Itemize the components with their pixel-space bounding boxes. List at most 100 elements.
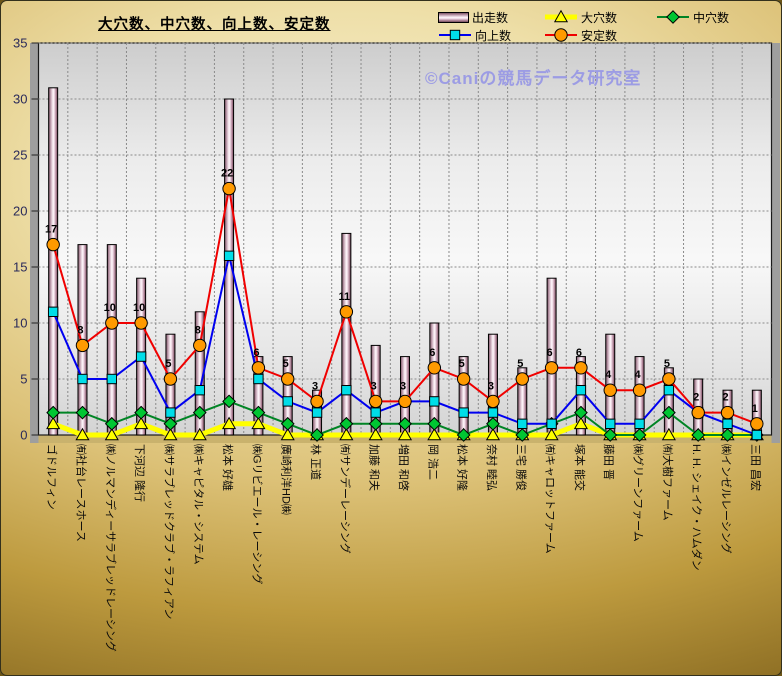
line-series-circle	[46, 181, 764, 431]
circle-marker	[603, 383, 617, 397]
legend-label: 安定数	[581, 28, 618, 43]
square-marker	[429, 396, 440, 407]
legend-label: 大穴数	[581, 10, 618, 25]
triangle-marker	[104, 427, 119, 441]
watermark: ©Caniの競馬データ研究室	[425, 69, 642, 88]
triangle-marker	[134, 416, 149, 430]
data-label: 4	[634, 369, 641, 381]
square-marker	[605, 418, 616, 430]
circle-marker	[222, 181, 236, 196]
x-axis-label: ㈱ノルマンディーサラブレッドレーシング	[104, 444, 118, 652]
square-marker	[663, 385, 675, 396]
diamond-marker	[339, 416, 354, 431]
circle-marker	[251, 361, 266, 375]
square-marker	[517, 418, 528, 430]
data-label: 3	[371, 380, 377, 392]
data-label: 5	[283, 358, 289, 370]
circle-marker	[193, 338, 207, 353]
circle-marker	[310, 394, 324, 409]
triangle-marker	[339, 427, 354, 441]
x-axis-label: ㈲キャロットファーム	[544, 444, 557, 554]
square-marker	[722, 418, 733, 430]
diamond-marker	[486, 416, 500, 431]
square-marker	[194, 385, 205, 396]
diamond-marker	[720, 428, 735, 442]
x-axis-label: ㈱キャピタル・システム	[192, 444, 205, 565]
x-axis-label: 奈村 睦弘	[485, 444, 499, 491]
square-marker	[223, 250, 235, 262]
square-marker	[751, 429, 763, 441]
legend-swatch-diamond	[657, 10, 689, 24]
diamond-marker	[192, 405, 207, 420]
x-axis-label: 松本 好隆	[456, 444, 470, 491]
y-axis-tick-label: 20	[13, 204, 27, 219]
data-label: 3	[312, 380, 318, 392]
legend: 出走数 大穴数 中穴数 向上数 安定数	[438, 8, 756, 44]
data-label: 11	[339, 291, 351, 303]
x-axis-label: 塚本 能交	[573, 444, 587, 491]
diamond-marker	[456, 428, 471, 442]
circle-marker	[750, 417, 764, 431]
x-axis-label: ㈱サラブレッドクラブ・ラフィアン	[162, 444, 176, 619]
square-marker	[135, 351, 147, 362]
y-axis-tick-label: 35	[13, 36, 27, 51]
legend-item-5: 安定数	[544, 27, 656, 44]
square-marker	[106, 373, 117, 385]
data-label: 5	[517, 358, 523, 370]
data-label: 10	[133, 302, 145, 314]
circle-marker	[574, 361, 588, 375]
y-axis-tick-label: 15	[13, 260, 27, 275]
triangle-marker	[573, 416, 588, 430]
y-axis: 0 5 10 15 20 25 30 35	[13, 36, 39, 443]
diamond-marker	[104, 416, 119, 431]
diamond-marker	[632, 428, 647, 442]
legend-swatch-bar	[438, 11, 469, 23]
data-label: 4	[605, 369, 612, 381]
legend-swatch-triangle	[545, 9, 577, 23]
data-label: 2	[693, 392, 699, 404]
diamond-marker	[603, 428, 618, 442]
circle-marker	[105, 316, 119, 330]
triangle-marker	[661, 427, 676, 441]
chart-title: 大穴数、中穴数、向上数、安定数	[98, 17, 331, 33]
square-marker	[341, 385, 352, 396]
circle-marker	[427, 361, 442, 375]
data-label: 2	[722, 392, 728, 404]
y-axis-tick-label: 25	[13, 148, 27, 163]
square-marker	[487, 407, 499, 418]
x-axis-label: ㈲社台レースホース	[74, 444, 88, 542]
legend-label: 中穴数	[693, 10, 730, 25]
circle-marker	[163, 372, 178, 386]
data-label: 17	[45, 224, 57, 236]
square-marker	[165, 407, 176, 418]
diamond-icon	[666, 10, 680, 24]
circle-marker	[456, 372, 471, 386]
circle-marker	[368, 394, 383, 409]
diamond-marker	[163, 416, 178, 431]
circle-marker	[515, 372, 529, 386]
circle-marker	[632, 383, 647, 397]
legend-item-3: 中穴数	[656, 9, 756, 26]
bar	[106, 244, 117, 436]
plot-left-wall	[30, 43, 39, 443]
data-label: 3	[400, 380, 406, 392]
data-label: 22	[221, 168, 233, 180]
y-axis-tick-label: 10	[13, 316, 27, 331]
square-marker	[311, 407, 323, 418]
y-axis-tick-label: 30	[13, 92, 27, 107]
data-label: 6	[429, 347, 435, 359]
legend-item-1: 出走数	[438, 9, 544, 26]
x-axis-label: 下河辺 隆行	[133, 444, 147, 502]
x-axis-label: 松本 好雄	[221, 444, 235, 491]
square-marker	[370, 407, 381, 418]
x-axis-label: ㈱インゼルレーシング	[720, 444, 734, 554]
diamond-marker	[691, 428, 706, 442]
diamond-marker	[398, 416, 412, 431]
triangle-marker	[163, 427, 178, 441]
diamond-marker	[46, 405, 61, 420]
circle-marker	[662, 372, 676, 386]
data-label: 10	[104, 302, 116, 314]
triangle-marker	[485, 427, 501, 441]
legend-swatch-circle	[545, 28, 577, 42]
